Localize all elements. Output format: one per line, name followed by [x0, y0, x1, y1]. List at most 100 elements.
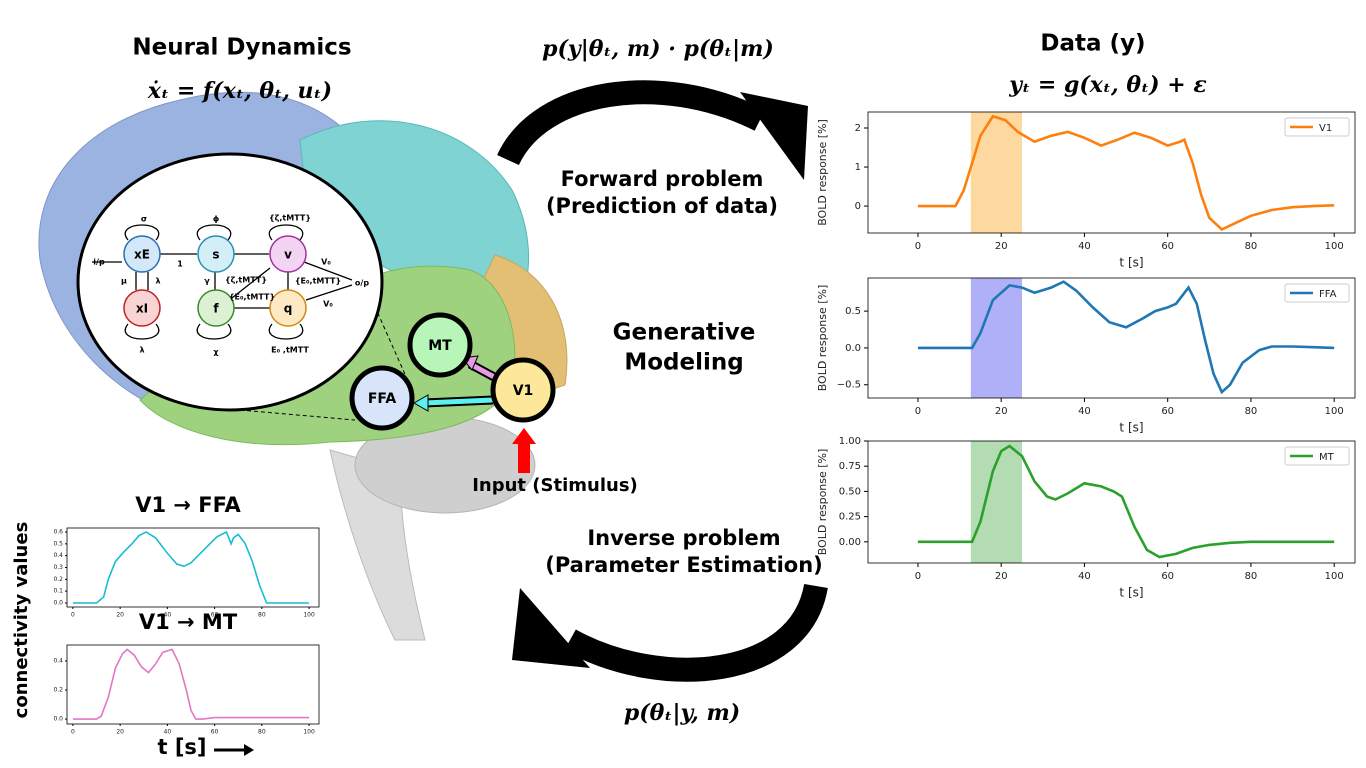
edge-label: γ: [204, 277, 210, 286]
y-tick-label: 0.2: [53, 576, 63, 583]
x-tick-label: 100: [1325, 571, 1344, 582]
y-tick-label: −0.5: [837, 380, 861, 391]
inverse-arrow: [564, 583, 828, 682]
edge-v1-mt: [470, 362, 498, 381]
model-node: [269, 235, 307, 273]
region-node: [490, 357, 556, 423]
y-tick-label: 0.50: [839, 486, 861, 497]
y-tick-label: 0.00: [839, 537, 861, 548]
zoom-line: [371, 299, 413, 391]
x-tick-label: 20: [116, 729, 124, 736]
edge-label: ϕ: [213, 215, 219, 224]
region-node: [407, 312, 473, 378]
y-tick-label: 1: [855, 162, 861, 173]
y-tick-label: 0.25: [839, 512, 861, 523]
x-tick-label: 0: [71, 612, 75, 619]
region-node: [349, 365, 415, 431]
region-label: FFA: [368, 391, 397, 407]
edge-label: 1: [177, 260, 183, 269]
plot-frame: [66, 527, 320, 608]
time-arrowhead: [244, 744, 254, 756]
neural-title: Neural Dynamics: [132, 35, 351, 61]
x-tick-label: 0: [71, 729, 75, 736]
x-tick-label: 0: [915, 571, 921, 582]
inverse-arrowhead: [512, 588, 590, 668]
x-tick-label: 80: [1245, 571, 1258, 582]
generative-line: Modeling: [624, 350, 743, 376]
y-tick-label: 0.0: [845, 343, 861, 354]
model-edges: [92, 224, 353, 340]
edge-label: χ: [213, 348, 218, 357]
edge-label: V₀: [323, 300, 333, 309]
x-tick-label: 100: [1325, 241, 1344, 252]
plot-frame: [867, 440, 1356, 564]
edge-label: {E₀,tMTT}: [229, 293, 275, 302]
x-tick-label: 0: [915, 406, 921, 417]
region-label: V1: [513, 383, 534, 399]
y-tick-label: 0.1: [53, 588, 63, 595]
edge-label: σ: [141, 215, 147, 224]
forward-arrow: [497, 80, 766, 166]
edge-v1-ffa: [423, 397, 494, 406]
inset-circle: [76, 152, 384, 412]
highlight-span: [970, 112, 1023, 233]
model-node-label: q: [284, 302, 293, 316]
edge-label: λ: [155, 277, 160, 286]
model-node-label: v: [284, 248, 292, 262]
data-line: [72, 648, 310, 720]
model-node-label: f: [213, 302, 219, 316]
y-tick-label: 1.00: [839, 436, 861, 447]
edge-label: {ζ,tMTT}: [225, 276, 267, 285]
inverse-equation: p(θₜ|y, m): [624, 700, 740, 726]
x-tick-label: 80: [1245, 241, 1258, 252]
edge-label: {E₀,tMTT}: [295, 277, 341, 286]
connectivity-xlabel: t [s]: [157, 735, 206, 759]
edge-label: V₀: [321, 258, 331, 267]
y-tick-label: 0.5: [53, 540, 63, 547]
legend-box: [1284, 446, 1350, 466]
y-tick-label: 0.5: [845, 306, 861, 317]
x-tick-label: 60: [1161, 571, 1174, 582]
y-axis-label: BOLD response [%]: [816, 119, 829, 226]
x-tick-label: 100: [1325, 406, 1344, 417]
data-line: [917, 114, 1335, 232]
plot-frame: [867, 111, 1356, 234]
y-tick-label: 0.0: [53, 599, 63, 606]
x-tick-label: 40: [1078, 571, 1091, 582]
edge-label: i/p: [93, 258, 105, 267]
y-tick-label: 0.2: [53, 687, 63, 694]
y-tick-label: 2: [855, 123, 861, 134]
stimulus-arrow: [518, 443, 530, 473]
y-tick-label: 0.6: [53, 529, 63, 536]
chart-title: V1 → FFA: [135, 493, 241, 517]
y-tick-label: 0.4: [53, 552, 63, 559]
model-node-label: s: [212, 248, 219, 262]
forward-title: Forward problem: [561, 167, 764, 191]
model-node: [197, 235, 235, 273]
y-tick-label: 0.4: [53, 657, 63, 664]
inverse-title: Inverse problem: [587, 526, 780, 550]
model-inset: xE s v xI f q σ ϕ {ζ,tMTT} i/p 1 μ λ γ {…: [76, 152, 384, 412]
edge-label: E₀ ,tMTT: [271, 346, 309, 355]
x-tick-label: 20: [995, 406, 1008, 417]
x-tick-label: 80: [1245, 406, 1258, 417]
x-tick-label: 0: [915, 241, 921, 252]
edge-label: λ: [139, 346, 144, 355]
arrowhead: [412, 394, 429, 412]
connectivity-ylabel: connectivity values: [11, 522, 32, 719]
stimulus-label: Input (Stimulus): [472, 475, 638, 496]
model-node-label: xE: [134, 248, 150, 262]
data-line: [72, 530, 310, 604]
y-axis-label: BOLD response [%]: [816, 449, 829, 556]
model-node-label: xI: [136, 302, 148, 316]
x-tick-label: 40: [1078, 241, 1091, 252]
region-label: MT: [428, 338, 452, 354]
forward-equation: p(y|θₜ, m) · p(θₜ|m): [542, 36, 774, 62]
x-axis-label: t [s]: [1119, 586, 1143, 600]
y-tick-label: 0.75: [839, 461, 861, 472]
generative-line: Generative: [613, 320, 756, 346]
plot-frame: [867, 277, 1356, 399]
legend-box: [1284, 117, 1350, 137]
forward-arrowhead: [740, 92, 808, 180]
